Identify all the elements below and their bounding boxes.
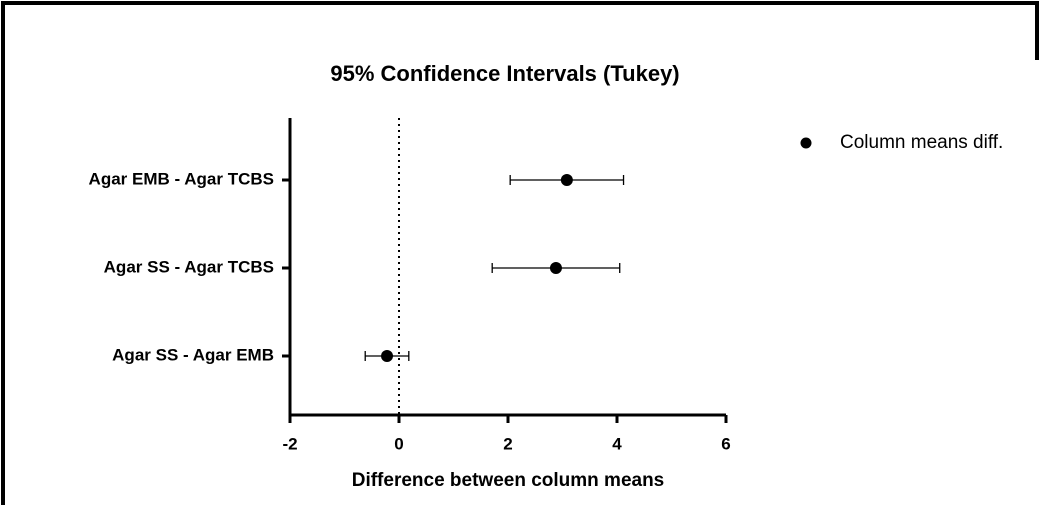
point [549, 262, 562, 274]
legend-label: Column means diff. [840, 132, 1003, 153]
x-tick-label: 6 [721, 434, 730, 453]
chart-title: 95% Confidence Intervals (Tukey) [330, 61, 679, 86]
x-tick-label: -2 [282, 434, 297, 453]
x-axis-label: Difference between column means [352, 470, 665, 491]
y-tick-label: Agar EMB - Agar TCBS [89, 169, 274, 188]
point [560, 174, 573, 186]
point [381, 350, 394, 362]
y-tick-label: Agar SS - Agar TCBS [104, 257, 274, 276]
x-tick-label: 2 [503, 434, 512, 453]
x-tick-label: 4 [612, 434, 622, 453]
y-tick-label: Agar SS - Agar EMB [112, 345, 274, 364]
legend-marker [800, 137, 812, 149]
x-tick-label: 0 [394, 434, 403, 453]
